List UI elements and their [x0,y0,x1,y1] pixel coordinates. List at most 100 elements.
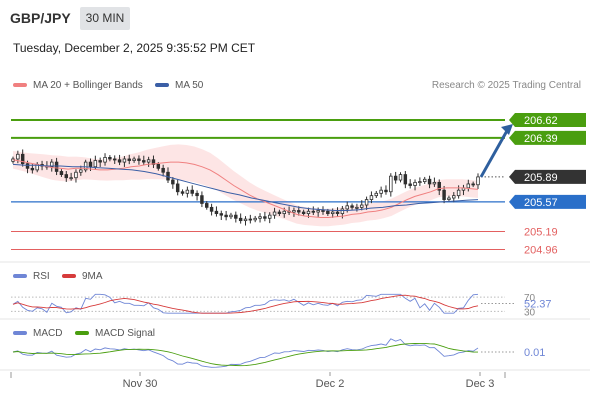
candle-body [263,216,267,219]
candle-body [316,210,320,213]
candle-body [413,181,417,186]
ma50-swatch [155,83,169,88]
candle-body [88,161,93,168]
candle-body [161,167,165,173]
symbol-title: GBP/JPY [10,10,71,26]
candle-body [156,164,161,169]
level-label-s1-bg [509,194,586,209]
moving-averages [12,159,479,218]
candle-body [311,210,316,213]
legend-rsi-ma: 9MA [62,271,103,282]
level-labels: 206.62 206.39 205.89 205.57 205.19 204.96 [509,112,586,257]
candle-body [253,217,257,221]
level-label-r1: 206.39 [509,130,586,145]
candle-body [195,192,199,197]
candle-body [447,197,451,200]
candles [11,149,480,226]
legend-ma50-label: MA 50 [175,80,204,91]
level-label-s1-text: 205.57 [524,197,558,209]
candle-body [471,183,475,186]
legend-macd: MACD [13,328,62,339]
candle-body [466,183,471,189]
rsi-value-label: 52.37 [524,298,552,310]
candle-body [272,211,277,216]
candle-body [432,181,437,185]
candle-body [69,177,73,180]
candle-body [112,158,117,161]
forecast-arrow-shaft [479,128,510,178]
ma50-line [12,163,479,211]
candle-body [403,174,408,185]
candle-body [224,214,228,218]
forecast-arrow [479,123,513,178]
candle-body [258,216,262,219]
candle-body [137,158,141,161]
panel-dividers [0,261,590,371]
candle-body [350,205,354,208]
candle-body [282,210,286,215]
macd-signal-swatch [75,331,89,336]
timeframe-button[interactable]: 30 MIN [80,7,130,30]
candle-body [214,210,219,215]
candle-body [476,176,480,186]
candle-body [16,153,20,160]
macd-signal-line [12,342,478,367]
candle-body [369,195,374,200]
candle-body [427,178,432,185]
candle-body [175,183,180,193]
candle-body [418,181,422,184]
level-label-r2-text: 206.62 [524,115,558,127]
candle-body [127,158,131,161]
candle-body [185,189,190,194]
timestamp: Tuesday, December 2, 2025 9:35:52 PM CET [13,41,256,55]
rsi-ma-line [12,294,479,314]
level-label-r2-bg [509,112,586,127]
candle-body [54,161,59,172]
candle-body [364,199,369,206]
macd-panel: 0.01 [12,338,545,368]
level-label-r1-text: 206.39 [524,133,558,145]
candle-body [393,175,398,181]
candle-body [209,206,214,212]
macd-line [12,338,479,368]
candle-body [360,204,364,208]
credit-text: Research © 2025 Trading Central [431,80,581,91]
candle-body [456,189,461,197]
candle-body [98,160,102,163]
legend-ma20-label: MA 20 + Bollinger Bands [33,80,143,91]
candle-body [248,218,253,221]
rsi-30-label: 30 [524,307,536,318]
legend-macd-label: MACD [33,328,63,339]
candle-body [142,160,146,163]
level-label-current: 205.89 [509,169,586,184]
candle-body [64,174,69,179]
candle-body [301,211,306,215]
level-label-s3: 204.96 [524,245,558,257]
candle-body [234,214,238,219]
macd-swatch [13,331,27,336]
candle-body [74,171,78,179]
x-tick-label: Dec 2 [316,378,345,390]
candle-body [190,189,194,194]
candle-body [146,159,151,163]
rsi-ma-swatch [62,274,76,279]
candle-body [335,211,340,215]
candle-body [422,178,427,183]
candle-body [171,179,175,185]
candle-body [345,205,349,210]
ma20-line [12,159,479,218]
candle-body [408,183,412,186]
candle-body [243,218,248,222]
candle-body [59,171,64,175]
candle-body [384,189,388,193]
candle-body [442,189,446,200]
candle-body [83,161,88,171]
bollinger-band [13,144,478,227]
candle-body [238,217,243,222]
candle-body [267,214,272,219]
candle-body [379,189,383,194]
candle-body [180,191,185,194]
candle-body [151,159,156,165]
price-levels [11,118,505,251]
